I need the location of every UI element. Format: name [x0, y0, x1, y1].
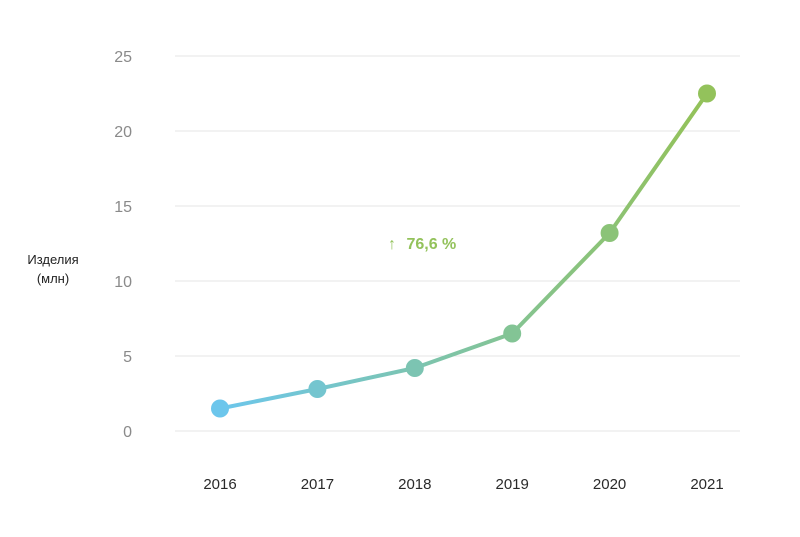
y-tick-label: 25	[114, 49, 132, 66]
data-points	[211, 84, 716, 418]
x-axis-ticks: 2016 2017 2018 2019 2020 2021	[203, 476, 723, 493]
y-axis-label-line-1: Изделия	[27, 252, 79, 267]
series-line	[218, 91, 709, 411]
growth-annotation: ↑ 76,6 %	[388, 236, 456, 253]
y-tick-label: 0	[123, 424, 132, 441]
x-tick-label: 2016	[203, 476, 236, 493]
data-point	[698, 84, 716, 103]
x-tick-label: 2017	[301, 476, 334, 493]
y-tick-label: 15	[114, 199, 132, 216]
data-point	[405, 359, 424, 377]
y-axis-ticks: 0 5 10 15 20 25	[114, 49, 132, 441]
x-tick-label: 2021	[690, 476, 723, 493]
growth-percent: 76,6 %	[406, 236, 456, 253]
data-point	[600, 224, 619, 242]
y-axis-label-line-2: (млн)	[36, 271, 70, 286]
y-tick-label: 20	[114, 124, 132, 141]
grid-lines	[175, 55, 740, 432]
data-point	[503, 324, 522, 343]
data-point	[308, 380, 327, 398]
y-tick-label: 5	[123, 349, 132, 366]
x-tick-label: 2020	[593, 476, 626, 493]
y-tick-label: 10	[114, 274, 132, 291]
data-point	[211, 399, 229, 418]
y-axis-label: Изделия (млн)	[14, 250, 92, 288]
x-tick-label: 2018	[398, 476, 431, 493]
x-tick-label: 2019	[496, 476, 529, 493]
growth-arrow-icon: ↑	[388, 236, 396, 253]
